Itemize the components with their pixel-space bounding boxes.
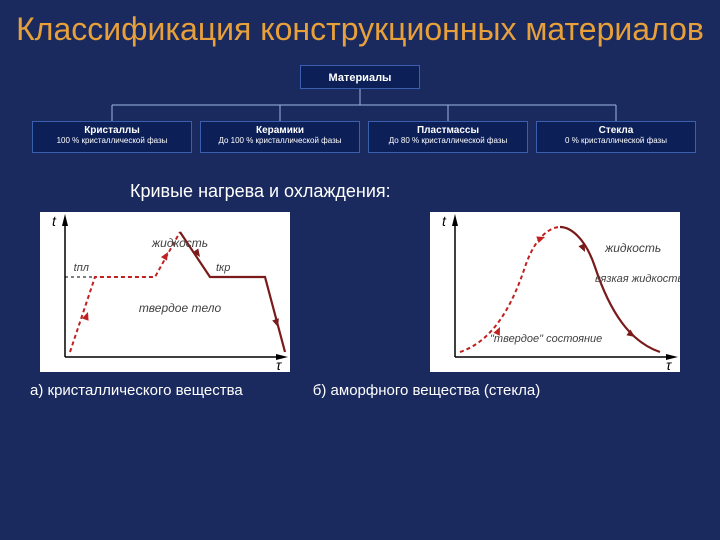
tree-child-title: Пластмассы — [372, 125, 524, 136]
slide: Классификация конструкционных материалов… — [0, 0, 720, 540]
charts-row: tτtплtкржидкостьтвердое тело tτжидкостьв… — [0, 212, 720, 372]
chart-crystalline-svg: tτtплtкржидкостьтвердое тело — [40, 212, 290, 372]
svg-text:τ: τ — [276, 357, 282, 372]
chart-amorphous: tτжидкостьвязкая жидкость"твердое" состо… — [430, 212, 680, 372]
curves-subtitle: Кривые нагрева и охлаждения: — [130, 181, 720, 202]
caption-b: б) аморфного вещества (стекла) — [313, 382, 540, 399]
tree-child-subtitle: 100 % кристаллической фазы — [36, 136, 188, 145]
tree-child-subtitle: До 80 % кристаллической фазы — [372, 136, 524, 145]
svg-text:tкр: tкр — [216, 262, 230, 274]
tree-child-node: ПластмассыДо 80 % кристаллической фазы — [368, 121, 528, 153]
tree-root-node: Материалы — [300, 65, 420, 89]
tree-child-node: Стекла0 % кристаллической фазы — [536, 121, 696, 153]
svg-text:жидкость: жидкость — [151, 236, 208, 250]
captions-row: а) кристаллического вещества б) аморфног… — [0, 382, 720, 399]
chart-amorphous-svg: tτжидкостьвязкая жидкость"твердое" состо… — [430, 212, 680, 372]
chart-crystalline: tτtплtкржидкостьтвердое тело — [40, 212, 290, 372]
slide-title: Классификация конструкционных материалов — [0, 0, 720, 47]
tree-child-title: Керамики — [204, 125, 356, 136]
svg-text:τ: τ — [666, 357, 672, 372]
caption-a: а) кристаллического вещества — [30, 382, 243, 399]
classification-tree: Материалы Кристаллы100 % кристаллической… — [0, 65, 720, 175]
svg-text:"твердое" состояние: "твердое" состояние — [490, 333, 602, 345]
svg-text:жидкость: жидкость — [604, 241, 661, 255]
tree-child-node: Кристаллы100 % кристаллической фазы — [32, 121, 192, 153]
tree-child-subtitle: До 100 % кристаллической фазы — [204, 136, 356, 145]
tree-child-node: КерамикиДо 100 % кристаллической фазы — [200, 121, 360, 153]
svg-text:tпл: tпл — [74, 262, 89, 274]
tree-child-subtitle: 0 % кристаллической фазы — [540, 136, 692, 145]
svg-text:твердое тело: твердое тело — [139, 301, 222, 315]
svg-text:вязкая жидкость: вязкая жидкость — [595, 273, 680, 285]
tree-child-title: Кристаллы — [36, 125, 188, 136]
tree-child-title: Стекла — [540, 125, 692, 136]
